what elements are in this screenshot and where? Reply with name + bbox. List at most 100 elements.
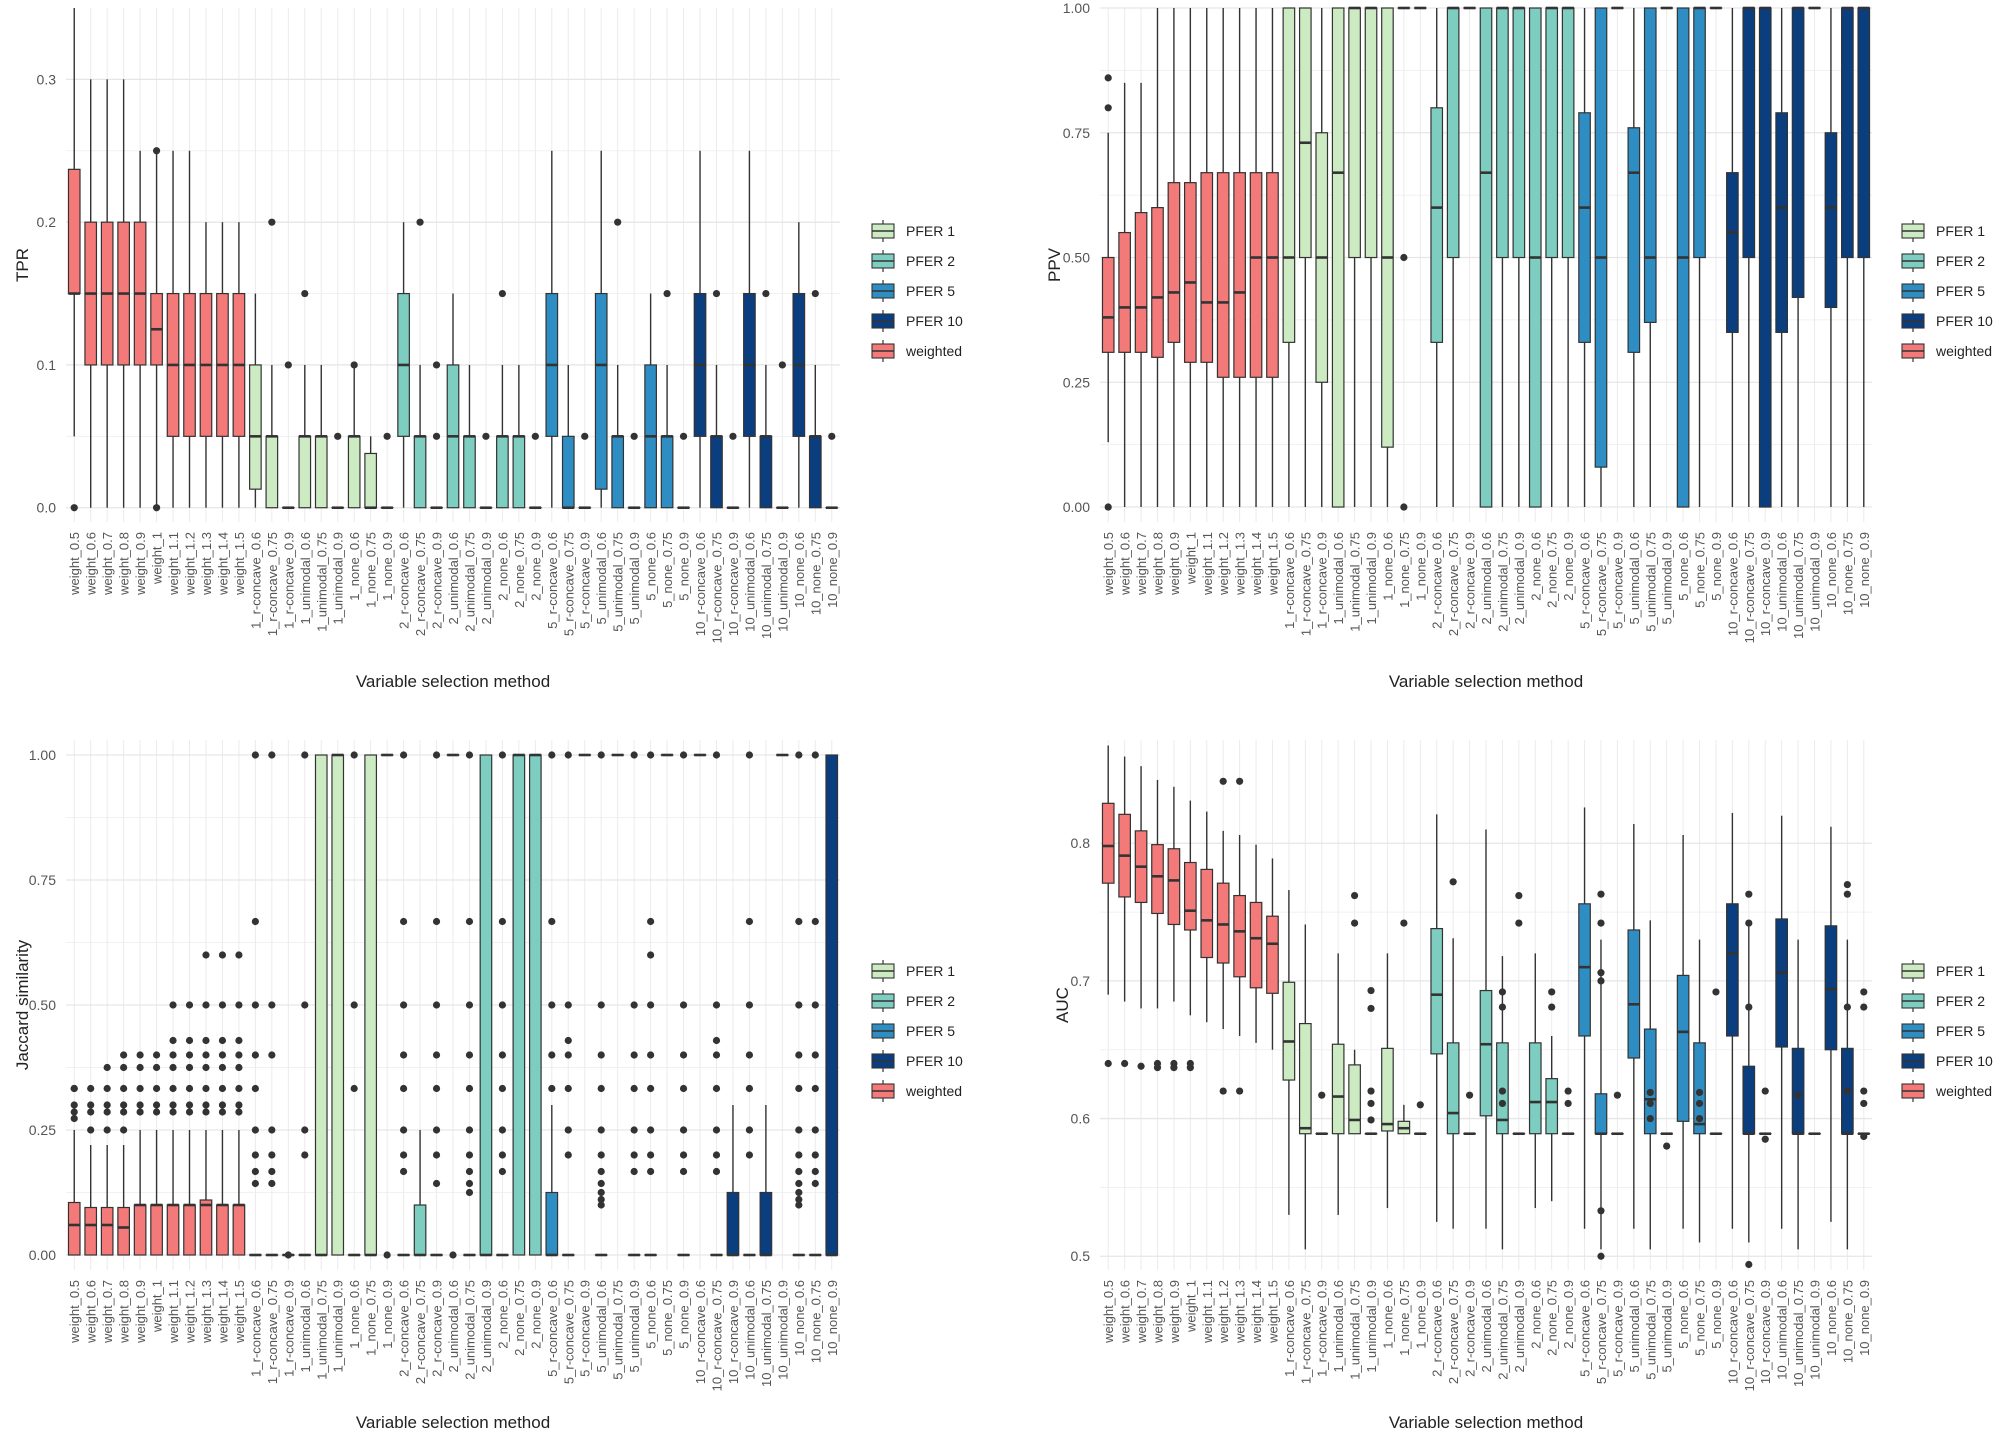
box-iqr[interactable] (1643, 7, 1657, 323)
box-1_none_0.75[interactable] (1397, 6, 1411, 511)
outlier-point[interactable] (1465, 1091, 1474, 1099)
outlier-point[interactable] (87, 1101, 95, 1109)
box-2_unimodal_0.9[interactable] (479, 754, 493, 1257)
outlier-point[interactable] (1400, 503, 1408, 511)
box-iqr[interactable] (265, 435, 279, 509)
outlier-point[interactable] (268, 751, 276, 759)
box-iqr[interactable] (1528, 1042, 1542, 1135)
box-10_r-concave_0.9[interactable] (1758, 1087, 1772, 1143)
box-weight_0.6[interactable] (84, 79, 98, 508)
outlier-point[interactable] (498, 1167, 507, 1176)
outlier-point[interactable] (432, 1001, 441, 1009)
box-iqr[interactable] (1183, 182, 1197, 363)
outlier-point[interactable] (136, 1101, 144, 1109)
box-2_unimodal_0.6[interactable] (1479, 829, 1493, 1229)
outlier-point[interactable] (334, 432, 342, 440)
outlier-point[interactable] (712, 289, 721, 298)
box-5_none_0.75[interactable] (660, 289, 674, 509)
box-iqr[interactable] (1742, 7, 1756, 259)
box-5_unimodal_0.9[interactable] (627, 432, 641, 510)
box-iqr[interactable] (1266, 172, 1279, 378)
box-iqr[interactable] (1249, 172, 1263, 378)
box-weight_1.2[interactable] (183, 1001, 196, 1256)
outlier-point[interactable] (597, 1201, 605, 1209)
box-iqr[interactable] (347, 435, 361, 509)
legend-item[interactable]: PFER 2 (1901, 990, 1985, 1012)
outlier-point[interactable] (136, 1084, 144, 1093)
outlier-point[interactable] (795, 751, 803, 759)
outlier-point[interactable] (218, 1084, 227, 1093)
outlier-point[interactable] (169, 1001, 177, 1009)
box-10_unimodal_0.6[interactable] (743, 751, 756, 1257)
outlier-point[interactable] (169, 1084, 177, 1093)
box-2_r-concave_0.75[interactable] (413, 1130, 427, 1257)
outlier-point[interactable] (235, 951, 243, 959)
outlier-point[interactable] (647, 1001, 655, 1009)
box-iqr[interactable] (1446, 1042, 1460, 1135)
outlier-point[interactable] (350, 1001, 358, 1009)
outlier-point[interactable] (745, 1151, 754, 1159)
legend-item[interactable]: PFER 1 (1901, 960, 1985, 982)
outlier-point[interactable] (268, 218, 276, 226)
outlier-point[interactable] (795, 1179, 803, 1188)
box-1_unimodal_0.75[interactable] (1348, 891, 1361, 1135)
box-weight_1[interactable] (1183, 8, 1197, 508)
outlier-point[interactable] (465, 1126, 474, 1134)
box-iqr[interactable] (1430, 927, 1444, 1055)
box-1_none_0.6[interactable] (347, 751, 361, 1257)
outlier-point[interactable] (465, 1001, 474, 1009)
box-weight_0.6[interactable] (1118, 82, 1131, 508)
outlier-point[interactable] (465, 1151, 474, 1159)
outlier-point[interactable] (103, 1084, 111, 1093)
outlier-point[interactable] (399, 1001, 408, 1009)
outlier-point[interactable] (120, 1108, 128, 1116)
box-iqr[interactable] (1496, 7, 1509, 259)
box-10_unimodal_0.75[interactable] (759, 1105, 773, 1257)
outlier-point[interactable] (647, 1151, 655, 1159)
box-2_r-concave_0.75[interactable] (1446, 6, 1460, 508)
outlier-point[interactable] (811, 1051, 819, 1059)
outlier-point[interactable] (251, 1051, 259, 1059)
outlier-point[interactable] (795, 1167, 803, 1176)
box-weight_1.1[interactable] (1200, 811, 1214, 1023)
outlier-point[interactable] (597, 1167, 605, 1176)
box-iqr[interactable] (1167, 182, 1181, 343)
outlier-point[interactable] (268, 1126, 276, 1134)
legend-item[interactable]: PFER 2 (871, 250, 955, 272)
outlier-point[interactable] (152, 1063, 161, 1072)
box-1_r-concave_0.9[interactable] (281, 361, 295, 510)
box-iqr[interactable] (1118, 231, 1131, 353)
box-5_r-concave_0.9[interactable] (578, 432, 592, 510)
outlier-point[interactable] (679, 432, 688, 440)
outlier-point[interactable] (597, 1084, 605, 1093)
box-iqr[interactable] (67, 1201, 81, 1256)
outlier-point[interactable] (70, 1114, 78, 1123)
outlier-point[interactable] (1548, 988, 1556, 996)
outlier-point[interactable] (152, 1051, 161, 1059)
outlier-point[interactable] (169, 1108, 177, 1116)
box-iqr[interactable] (1381, 7, 1394, 448)
legend-item[interactable]: weighted (1901, 340, 1992, 362)
outlier-point[interactable] (745, 1051, 754, 1059)
box-1_r-concave_0.6[interactable] (249, 293, 262, 508)
box-10_none_0.9[interactable] (825, 754, 839, 1257)
box-iqr[interactable] (1791, 1047, 1805, 1135)
box-iqr[interactable] (1791, 7, 1805, 299)
box-iqr[interactable] (183, 1204, 196, 1256)
box-iqr[interactable] (84, 1206, 98, 1256)
box-iqr[interactable] (808, 435, 822, 509)
box-10_r-concave_0.75[interactable] (1742, 890, 1756, 1269)
box-10_r-concave_0.6[interactable] (1726, 8, 1739, 508)
outlier-point[interactable] (1367, 986, 1375, 995)
outlier-point[interactable] (202, 1084, 210, 1093)
legend-item[interactable]: PFER 1 (871, 960, 955, 982)
box-5_r-concave_0.6[interactable] (1578, 807, 1591, 1229)
outlier-point[interactable] (630, 1151, 638, 1159)
outlier-point[interactable] (383, 432, 391, 440)
outlier-point[interactable] (103, 1108, 111, 1116)
outlier-point[interactable] (647, 1167, 655, 1176)
outlier-point[interactable] (416, 218, 424, 226)
outlier-point[interactable] (795, 1201, 803, 1209)
outlier-point[interactable] (235, 1101, 243, 1109)
outlier-point[interactable] (152, 1084, 161, 1093)
